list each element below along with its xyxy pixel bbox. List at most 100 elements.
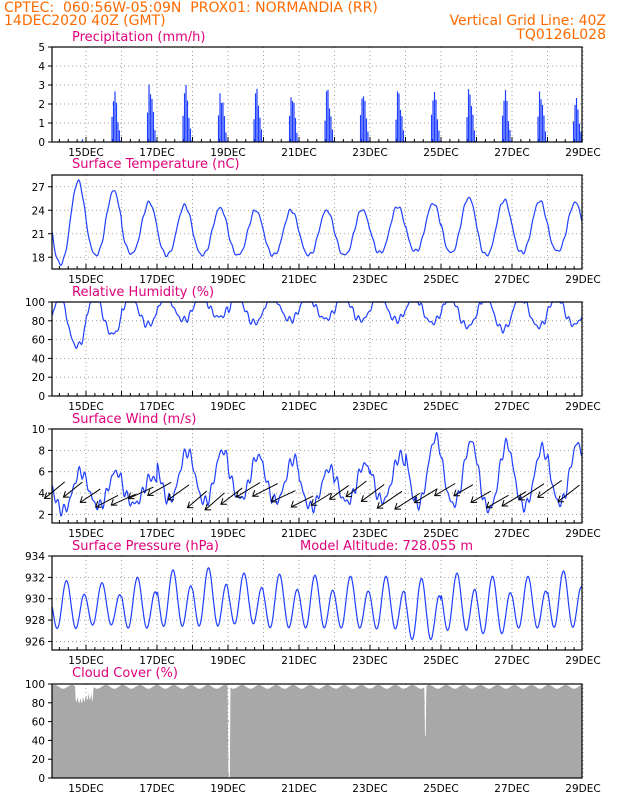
x-tick-label: 21DEC — [281, 274, 316, 286]
y-tick-label: 4 — [38, 61, 45, 73]
precip-bar — [402, 130, 405, 142]
precip-bar — [467, 89, 470, 142]
precip-bar — [155, 140, 158, 142]
x-tick-label: 21DEC — [281, 147, 316, 159]
x-tick-label: 27DEC — [494, 401, 529, 413]
wind-arrow-head — [537, 491, 544, 498]
precip-bar — [288, 115, 291, 142]
precip-bar — [399, 109, 402, 142]
wind-arrow-head — [310, 499, 318, 506]
precip-bar — [540, 99, 542, 142]
precip-bar — [541, 104, 544, 142]
x-tick-label: 21DEC — [281, 655, 316, 667]
precip-bar — [226, 140, 229, 142]
wind-arrow — [252, 483, 278, 497]
precip-bar — [262, 140, 264, 142]
precip-bar — [438, 130, 440, 142]
precip-bar — [473, 130, 476, 142]
wind-arrow-head — [328, 493, 336, 500]
x-tick-label: 19DEC — [210, 274, 245, 286]
wind-arrow-head — [518, 493, 525, 501]
precip-bar — [189, 128, 192, 142]
x-tick-label: 29DEC — [565, 147, 600, 159]
wind-arrow — [235, 482, 261, 498]
y-tick-label: 80 — [32, 316, 45, 328]
x-tick-label: 29DEC — [565, 655, 600, 667]
x-tick-label: 25DEC — [423, 783, 458, 795]
wind-arrow — [79, 488, 101, 503]
precip-bar — [325, 91, 328, 142]
wind-arrow — [111, 493, 136, 506]
panel-title: Cloud Cover (%) — [72, 666, 178, 681]
y-tick-label: 21 — [32, 229, 45, 241]
precip-bar — [259, 117, 261, 142]
precip-bar — [470, 105, 473, 142]
wind-arrow-head — [557, 495, 565, 503]
x-tick-label: 27DEC — [494, 528, 529, 540]
y-tick-label: 100 — [25, 679, 45, 691]
precip-bar — [188, 117, 190, 142]
precip-bar — [297, 140, 300, 142]
panel-title: Precipitation (mm/h) — [72, 30, 205, 45]
wind-arrow-head — [79, 496, 87, 503]
precip-bar — [154, 130, 156, 142]
precip-bar — [398, 93, 400, 142]
precip-bar — [185, 85, 187, 142]
panel-subtitle: Model Altitude: 728.055 m — [300, 539, 473, 554]
wind-arrow-head — [376, 502, 384, 509]
x-tick-label: 17DEC — [139, 147, 174, 159]
precip-bar — [578, 123, 581, 142]
y-tick-label: 20 — [32, 372, 45, 384]
precip-bar — [361, 98, 363, 142]
precip-bar — [507, 121, 510, 142]
wind-arrow — [167, 484, 190, 501]
x-tick-label: 17DEC — [139, 783, 174, 795]
precip-bar — [364, 100, 366, 142]
precip-bar — [574, 104, 576, 142]
precip-bar — [327, 89, 329, 142]
precip-bar — [469, 94, 471, 142]
precip-bar — [217, 115, 220, 142]
precip-bar — [368, 140, 371, 142]
precip-bar — [148, 84, 150, 142]
y-tick-label: 60 — [32, 335, 45, 347]
wind-arrow-head — [470, 496, 478, 503]
precip-bar — [546, 140, 548, 142]
wind-arrow-head — [413, 496, 421, 504]
wind-arrow — [63, 481, 83, 498]
precip-bar — [291, 101, 294, 142]
y-tick-label: 4 — [38, 488, 45, 500]
wind-arrow — [95, 494, 119, 508]
y-tick-label: 0 — [38, 391, 45, 403]
precip-bar — [186, 100, 189, 142]
x-tick-label: 23DEC — [352, 783, 387, 795]
precip-bar — [580, 131, 582, 142]
y-tick-label: 2 — [38, 509, 45, 521]
y-tick-label: 24 — [32, 205, 46, 217]
wind-arrow-head — [167, 493, 174, 501]
x-tick-label: 27DEC — [494, 147, 529, 159]
precip-bar — [81, 139, 84, 142]
x-tick-label: 17DEC — [139, 528, 174, 540]
wind-arrow-head — [62, 491, 70, 498]
y-tick-label: 0 — [38, 773, 45, 785]
date-header: 14DEC2020 40Z (GMT) — [4, 13, 166, 29]
x-tick-label: 19DEC — [210, 783, 245, 795]
precip-bar — [219, 93, 221, 142]
y-tick-label: 1 — [38, 118, 45, 130]
x-tick-label: 25DEC — [423, 655, 458, 667]
x-tick-label: 29DEC — [565, 401, 600, 413]
wind-arrow — [361, 484, 385, 502]
precip-bar — [432, 100, 434, 142]
x-tick-label: 23DEC — [352, 401, 387, 413]
precip-bar — [537, 116, 539, 142]
precip-bar — [433, 92, 436, 142]
precip-bar — [395, 119, 397, 142]
precip-bar — [146, 112, 149, 142]
precip-bar — [222, 102, 224, 142]
x-tick-label: 27DEC — [494, 274, 529, 286]
x-tick-label: 21DEC — [281, 783, 316, 795]
wind-arrow — [557, 484, 580, 503]
location-header: CPTEC: 060:56W-05:09N PROX01: NORMANDIA … — [4, 0, 378, 16]
